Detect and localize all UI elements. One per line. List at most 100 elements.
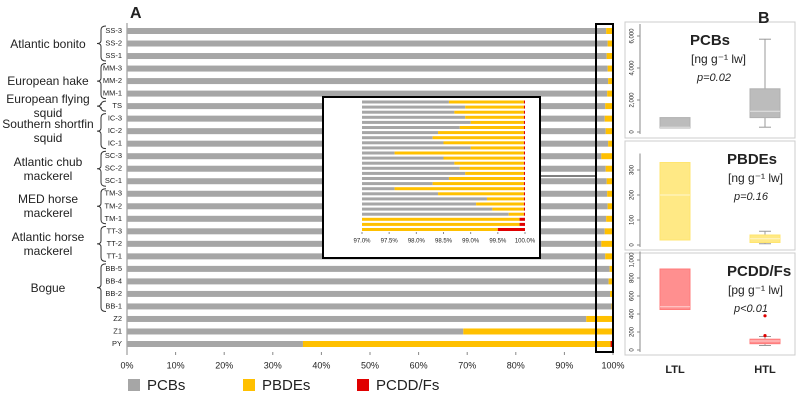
x-tick-label: LTL — [665, 364, 685, 376]
bar-segment — [601, 240, 613, 247]
y-tick-label: IC-1 — [108, 139, 122, 148]
bar-segment — [127, 265, 610, 272]
bar-segment — [610, 341, 613, 347]
x-tick-label: 80% — [507, 360, 525, 370]
inset-bar-segment — [362, 166, 460, 170]
panel-title: PBDEs — [727, 151, 777, 168]
bar-segment — [127, 290, 611, 297]
inset-tick-label: 99.5% — [489, 239, 507, 245]
x-tick-label: HTL — [754, 364, 776, 376]
inset-bar-segment — [523, 177, 525, 180]
y-tick-label: MM-1 — [103, 89, 122, 98]
y-tick-label: IC-2 — [108, 126, 122, 135]
inset-bar-segment — [454, 161, 524, 165]
x-tick-label: 20% — [215, 360, 233, 370]
x-tick-label: 30% — [264, 360, 282, 370]
bar-segment — [607, 190, 613, 197]
annotation: p=0.02 — [696, 72, 731, 84]
inset-bar-segment — [432, 182, 524, 186]
brace — [96, 150, 107, 187]
inset-bar-segment — [497, 228, 525, 231]
brace — [96, 263, 107, 312]
annotation: p<0.01 — [733, 303, 768, 315]
inset-bar-segment — [362, 192, 439, 196]
bar-segment — [607, 90, 613, 97]
inset-bar-segment — [523, 166, 525, 170]
y-tick-label: Z2 — [113, 314, 122, 323]
inset-bar-segment — [523, 136, 525, 140]
x-tick-label: 40% — [312, 360, 330, 370]
y-tick-label: 800 — [630, 272, 636, 283]
inset-plot — [362, 100, 525, 231]
panel-label: A — [130, 5, 142, 22]
bar-segment — [127, 303, 612, 310]
x-tick-label: 0% — [120, 360, 133, 370]
brace — [96, 100, 107, 112]
inset-bar-segment — [362, 171, 466, 175]
box — [659, 268, 691, 310]
legend-swatch — [128, 379, 140, 391]
panel-frame — [624, 252, 796, 356]
y-tick-label: 200 — [630, 189, 636, 200]
brace — [96, 25, 107, 62]
legend-label: PBDEs — [262, 377, 310, 394]
y-tick-label: SC-1 — [105, 176, 122, 185]
x-tick-label: 90% — [555, 360, 573, 370]
bar-segment — [601, 153, 613, 160]
y-tick-label: 400 — [630, 308, 636, 319]
inset-bar-segment — [465, 171, 524, 175]
panel-frame — [624, 140, 796, 251]
brace — [96, 188, 107, 225]
inset-bar-segment — [362, 131, 439, 135]
inset-bar-segment — [362, 222, 520, 226]
inset-bar-segment — [519, 222, 525, 226]
brace — [96, 113, 107, 150]
inset-bar-segment — [362, 115, 466, 119]
y-tick-label: 0 — [630, 243, 636, 247]
units: [pg g⁻¹ lw] — [728, 283, 783, 297]
inset-bar-segment — [362, 146, 471, 150]
bar-segment — [605, 103, 613, 110]
y-tick-label: BB-2 — [105, 289, 122, 298]
group-label: Atlantic horse mackerel — [11, 229, 85, 258]
y-tick-label: SS-3 — [105, 26, 122, 35]
y-tick-label: 4,000 — [630, 60, 636, 76]
panel-title: PCBs — [690, 32, 730, 49]
bar-segment — [606, 28, 613, 34]
y-tick-label: TT-2 — [107, 239, 122, 248]
y-tick-label: TT-1 — [107, 251, 122, 260]
y-tick-label: SS-2 — [105, 39, 122, 48]
group-label: European flying squid — [6, 92, 90, 121]
inset-bar-segment — [523, 187, 525, 191]
inset-bar-segment — [523, 100, 525, 104]
inset-bar-segment — [362, 100, 449, 104]
y-tick-label: Z1 — [113, 326, 122, 335]
inset-bar-segment — [362, 202, 477, 206]
inset-bar-segment — [508, 212, 524, 216]
inset-bar-segment — [523, 156, 525, 160]
inset-bar-segment — [476, 202, 524, 206]
bar-segment — [604, 228, 613, 235]
y-tick-label: 0 — [630, 348, 636, 352]
bar-segment — [610, 290, 613, 297]
bar-segment — [604, 115, 613, 122]
panel-label: B — [758, 10, 770, 27]
inset-bar-segment — [362, 207, 493, 211]
legend-label: PCDD/Fs — [376, 377, 439, 394]
bar-segment — [609, 265, 613, 272]
inset-bar-segment — [523, 197, 525, 201]
inset-bar-segment — [362, 212, 509, 216]
inset-tick-label: 99.0% — [462, 239, 480, 245]
outlier — [763, 334, 767, 338]
bar-segment — [127, 341, 303, 347]
legend-swatch — [357, 379, 369, 391]
inset-bar-segment — [438, 192, 524, 196]
group-label: European hake — [7, 74, 89, 89]
y-tick-label: 100 — [630, 214, 636, 225]
bar-segment — [606, 215, 613, 222]
bar-segment — [127, 65, 608, 72]
y-tick-label: 300 — [630, 164, 636, 175]
bar-segment — [608, 140, 613, 147]
inset-bar-segment — [523, 202, 525, 206]
